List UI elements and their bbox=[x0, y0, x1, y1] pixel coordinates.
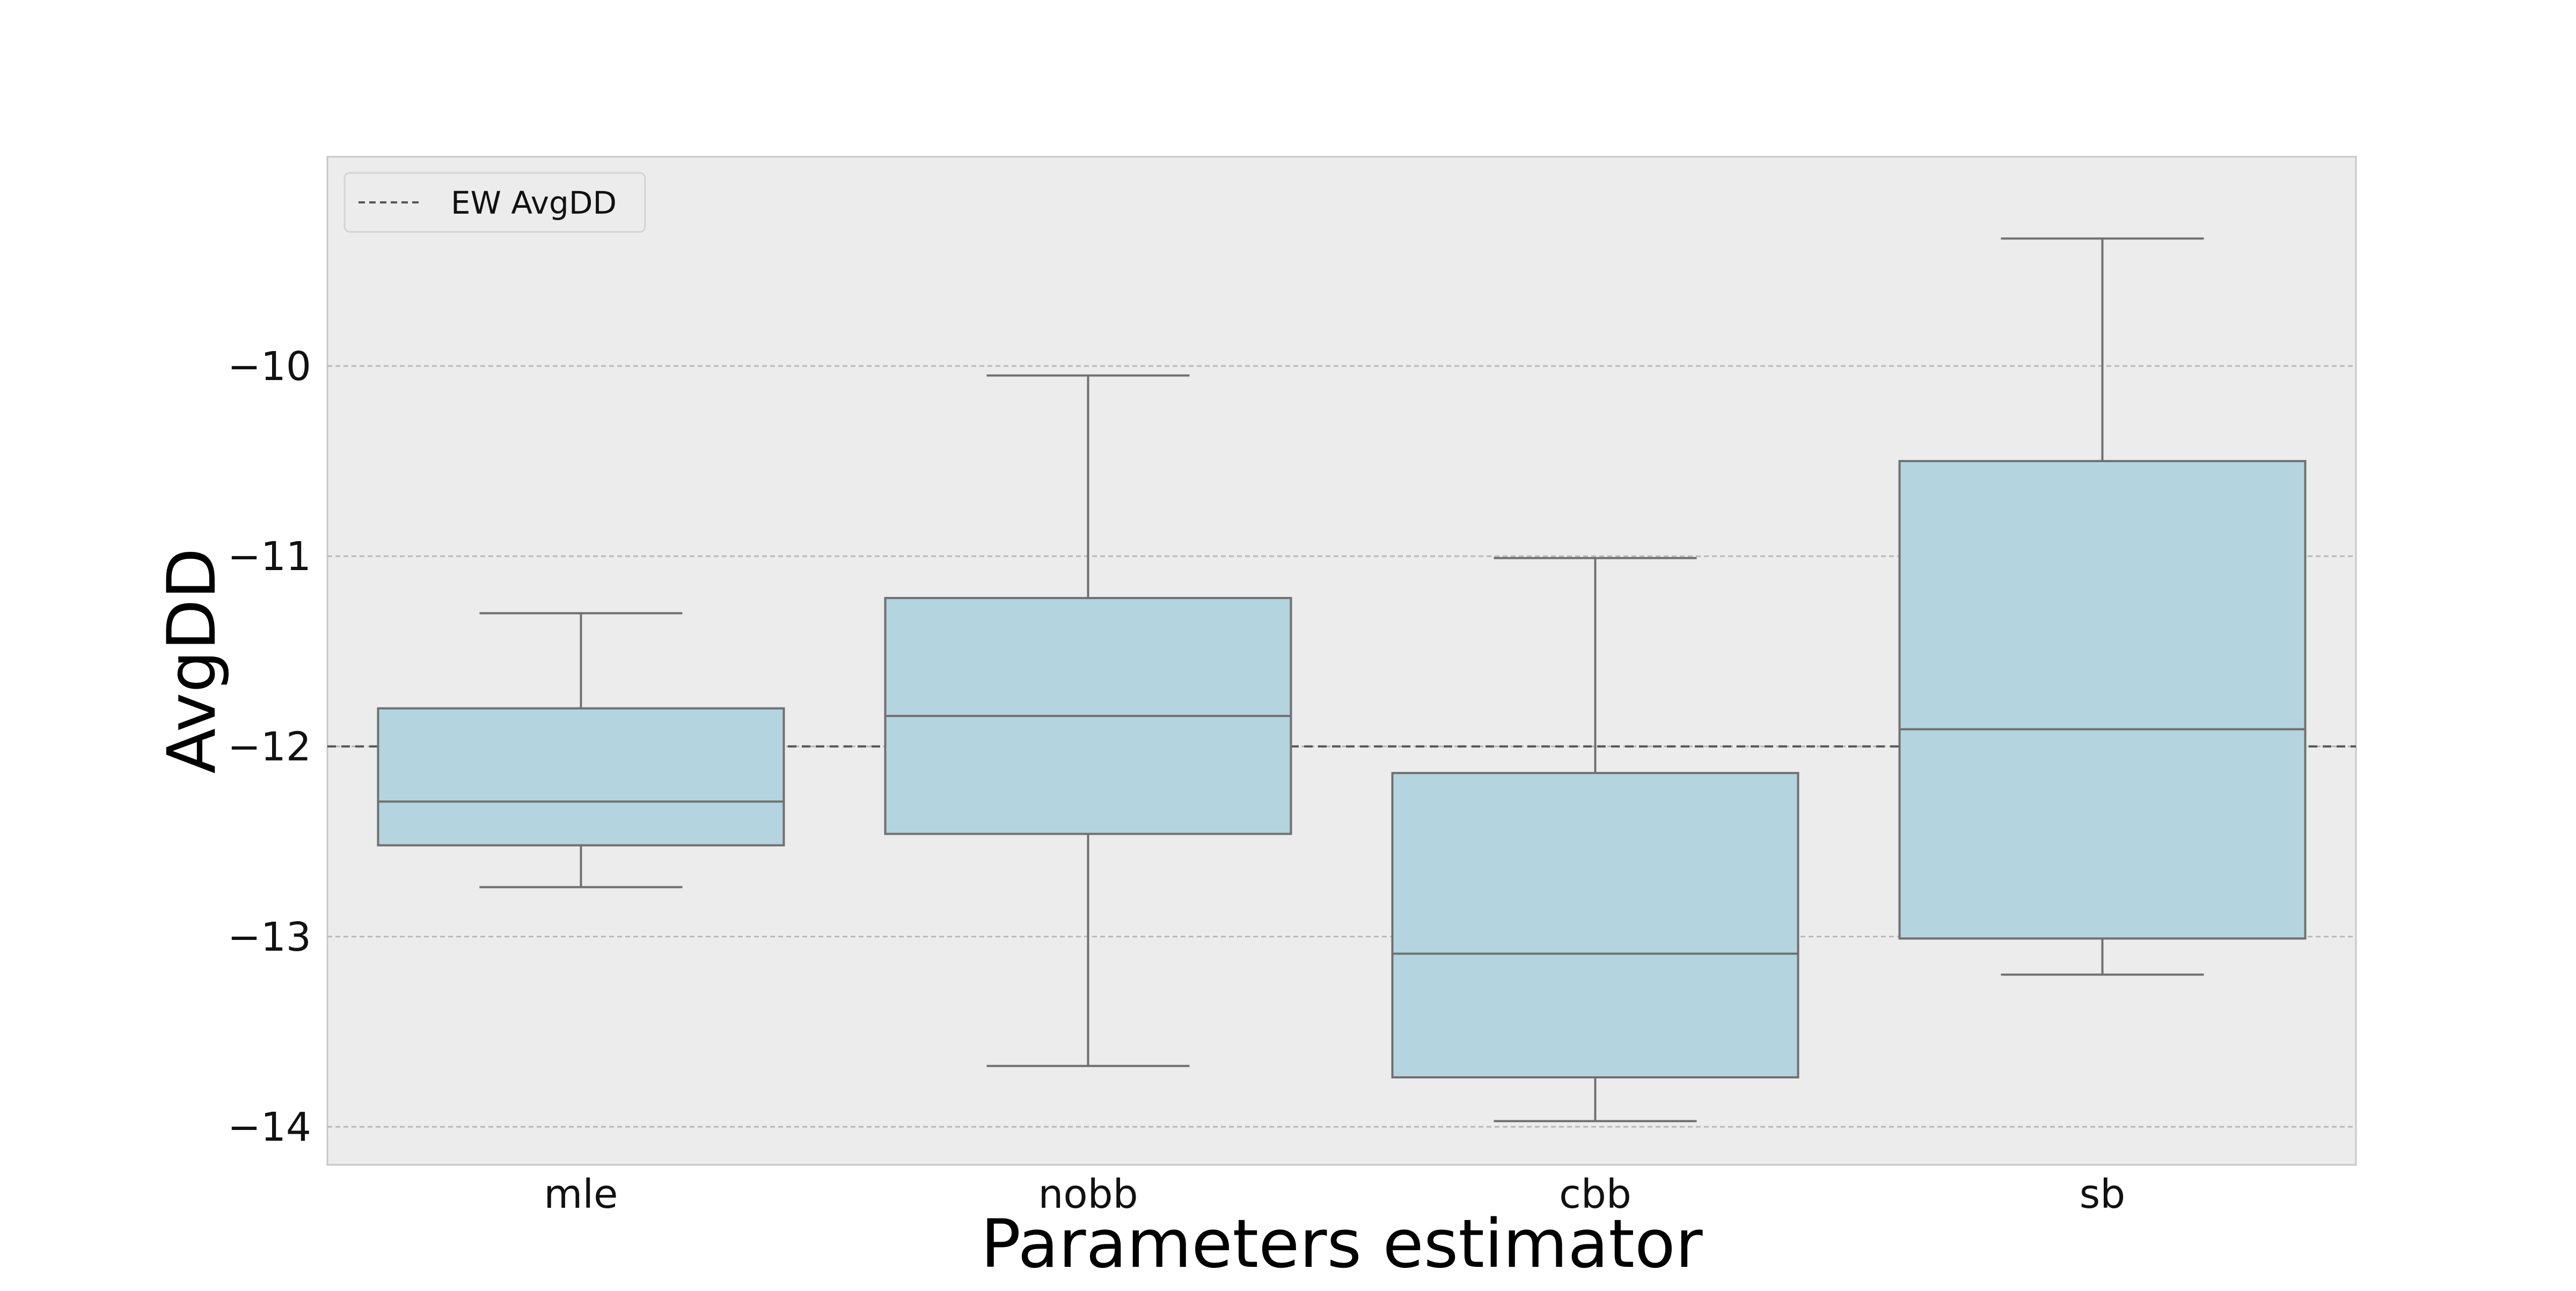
boxes bbox=[377, 237, 2307, 1122]
x-tick-label: sb bbox=[2080, 1171, 2126, 1217]
y-tick-label: −10 bbox=[228, 344, 311, 390]
y-axis-label: AvgDD bbox=[153, 548, 231, 774]
legend-entry-ew-avgdd: EW AvgDD bbox=[451, 185, 617, 221]
y-tick-label: −14 bbox=[228, 1104, 311, 1150]
iqr-box bbox=[1391, 772, 1799, 1079]
y-tick-label: −11 bbox=[228, 534, 311, 580]
x-tick-labels: mle nobb cbb sb bbox=[544, 1171, 2125, 1217]
box-nobb bbox=[884, 374, 1292, 1067]
iqr-box bbox=[1898, 459, 2307, 940]
box-sb bbox=[1898, 237, 2307, 976]
legend: EW AvgDD bbox=[343, 172, 646, 233]
box-cbb bbox=[1391, 557, 1799, 1122]
legend-frame bbox=[343, 172, 646, 233]
y-tick-labels: −10 −11 −12 −13 −14 bbox=[228, 344, 311, 1150]
x-tick-label: cbb bbox=[1559, 1171, 1631, 1217]
x-tick-label: mle bbox=[544, 1171, 618, 1217]
iqr-box bbox=[377, 707, 785, 847]
x-tick-label: nobb bbox=[1038, 1171, 1138, 1217]
x-axis-label: Parameters estimator bbox=[980, 1206, 1702, 1283]
y-tick-label: −12 bbox=[228, 724, 311, 770]
y-tick-label: −13 bbox=[228, 914, 311, 960]
box-mle bbox=[377, 612, 785, 888]
